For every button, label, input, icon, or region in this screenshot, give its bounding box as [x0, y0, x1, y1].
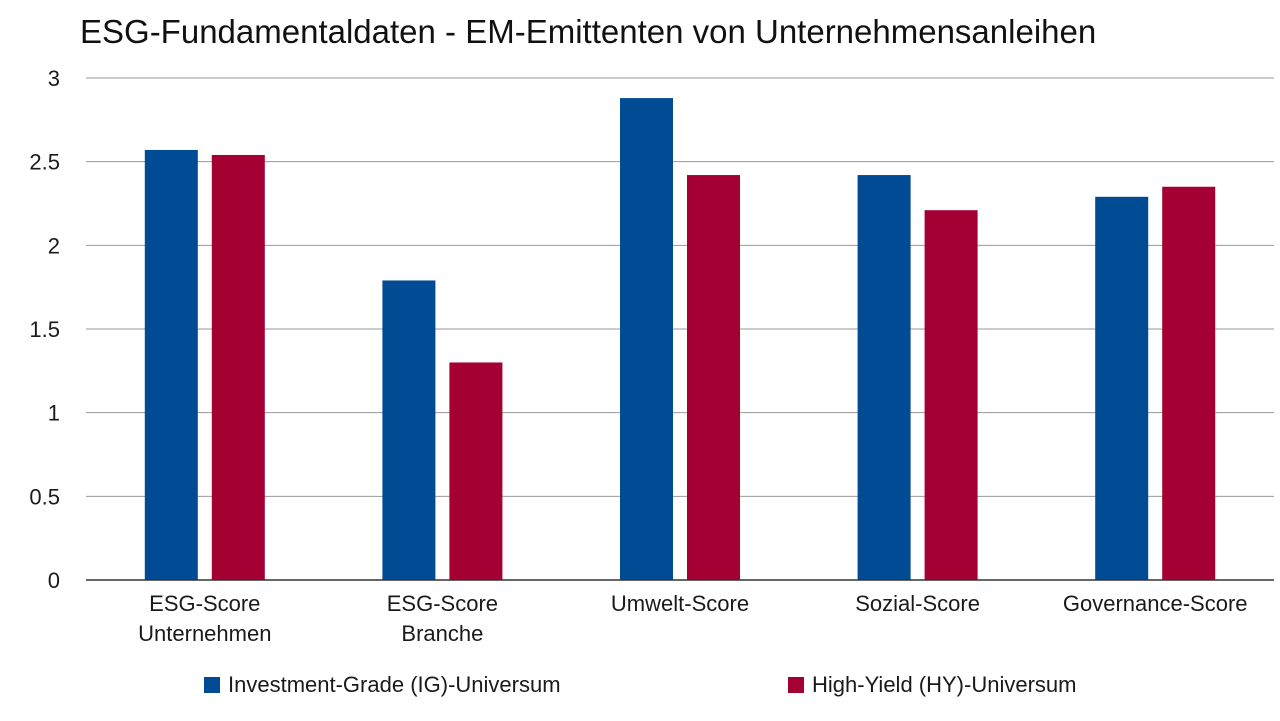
bar-hy-3 — [924, 210, 978, 580]
x-tick-label: Umwelt-Score — [560, 589, 800, 619]
bar-hy-2 — [687, 175, 740, 580]
x-tick-label: Governance-Score — [1035, 589, 1275, 619]
legend: Investment-Grade (IG)-Universum High-Yie… — [0, 672, 1280, 706]
x-tick-label-line: ESG-Score — [386, 591, 499, 616]
bar-hy-1 — [449, 362, 503, 580]
legend-swatch-ig — [204, 677, 220, 693]
bar-ig-2 — [620, 98, 673, 580]
x-tick-label-line: Sozial-Score — [855, 591, 980, 616]
x-tick-label-line: Governance-Score — [1062, 591, 1248, 616]
y-tick-label: 1 — [48, 401, 60, 426]
x-tick-label: ESG-Score Branche — [322, 589, 562, 649]
y-tick-label: 1.5 — [29, 317, 60, 342]
bar-ig-3 — [857, 175, 911, 580]
chart-title: ESG-Fundamentaldaten - EM-Emittenten von… — [80, 13, 1097, 50]
x-tick-label-line: ESG-Score — [149, 591, 261, 616]
gridlines — [86, 77, 1274, 497]
y-axis-ticks: 0 0.5 1 1.5 2 2.5 3 — [29, 66, 60, 593]
bar-hy-4 — [1162, 186, 1216, 580]
bar-ig-0 — [144, 149, 198, 580]
bar-ig-1 — [382, 280, 436, 580]
y-tick-label: 2 — [48, 233, 60, 258]
y-tick-label: 3 — [48, 66, 60, 91]
legend-item-hy: High-Yield (HY)-Universum — [788, 672, 1076, 698]
x-tick-label-line: Unternehmen — [138, 621, 272, 646]
x-tick-label-line: Branche — [401, 621, 484, 646]
legend-swatch-hy — [788, 677, 804, 693]
y-tick-label: 0 — [48, 568, 60, 593]
legend-label-hy: High-Yield (HY)-Universum — [812, 672, 1077, 697]
x-tick-label: ESG-Score Unternehmen — [85, 589, 325, 649]
y-tick-label: 0.5 — [29, 484, 60, 509]
legend-label-ig: Investment-Grade (IG)-Universum — [228, 672, 561, 697]
legend-item-ig: Investment-Grade (IG)-Universum — [204, 672, 561, 698]
bars — [144, 98, 1216, 580]
y-tick-label: 2.5 — [29, 150, 60, 175]
x-tick-label-line: Umwelt-Score — [610, 591, 750, 616]
bar-hy-0 — [211, 154, 265, 580]
x-tick-label: Sozial-Score — [798, 589, 1038, 619]
bar-ig-4 — [1095, 196, 1149, 580]
